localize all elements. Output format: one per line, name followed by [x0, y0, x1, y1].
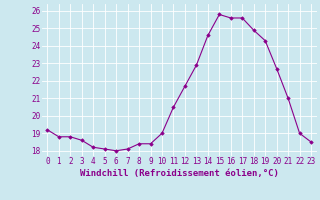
X-axis label: Windchill (Refroidissement éolien,°C): Windchill (Refroidissement éolien,°C) [80, 169, 279, 178]
